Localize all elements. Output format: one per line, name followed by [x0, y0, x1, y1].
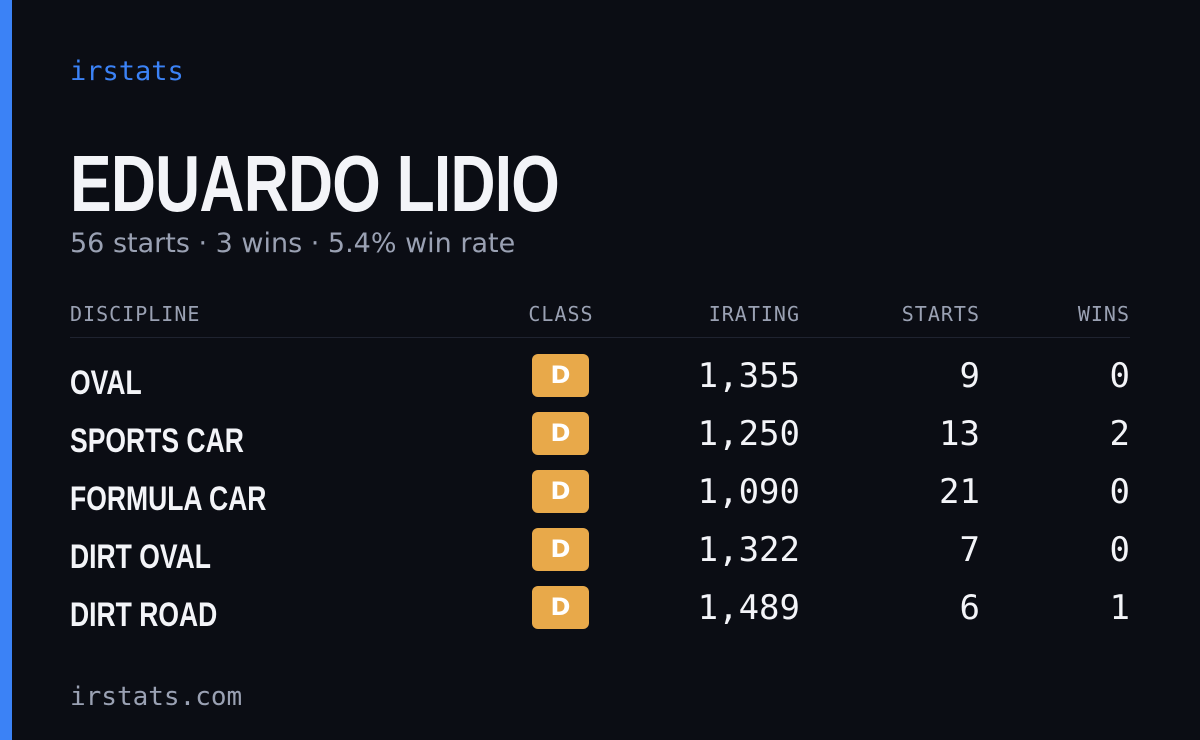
starts: 21 — [939, 472, 980, 512]
starts: 6 — [959, 588, 980, 628]
irating: 1,090 — [697, 472, 800, 512]
irating: 1,250 — [697, 414, 800, 454]
header-rule — [70, 337, 1130, 338]
wins: 1 — [1109, 588, 1130, 628]
wins-header: WINS — [1077, 302, 1130, 326]
irating: 1,355 — [697, 356, 800, 396]
wins: 0 — [1109, 530, 1130, 570]
discipline-header: DISCIPLINE — [70, 302, 201, 326]
irating: 1,489 — [697, 588, 800, 628]
starts: 13 — [939, 414, 980, 454]
irating-header: IRATING — [708, 302, 800, 326]
class-badge: D — [532, 586, 589, 629]
class-badge: D — [532, 354, 589, 397]
class-header: CLASS — [528, 302, 594, 326]
class-badge: D — [532, 528, 589, 571]
summary: 56 starts · 3 wins · 5.4% win rate — [70, 228, 516, 259]
discipline: SPORTS CAR — [70, 422, 244, 460]
wins: 2 — [1109, 414, 1130, 454]
discipline: DIRT ROAD — [70, 596, 218, 634]
irating: 1,322 — [697, 530, 800, 570]
wins: 0 — [1109, 356, 1130, 396]
class-badge: D — [532, 470, 589, 513]
wins: 0 — [1109, 472, 1130, 512]
discipline: FORMULA CAR — [70, 480, 267, 518]
discipline: DIRT OVAL — [70, 538, 211, 576]
starts-header: STARTS — [901, 302, 980, 326]
accent-bar — [0, 0, 12, 740]
class-badge: D — [532, 412, 589, 455]
discipline: OVAL — [70, 364, 142, 402]
starts: 9 — [959, 356, 980, 396]
starts: 7 — [959, 530, 980, 570]
footer-url: irstats.com — [70, 682, 243, 712]
brand: irstats — [70, 56, 184, 87]
driver-name: EDUARDO LIDIO — [70, 139, 560, 228]
